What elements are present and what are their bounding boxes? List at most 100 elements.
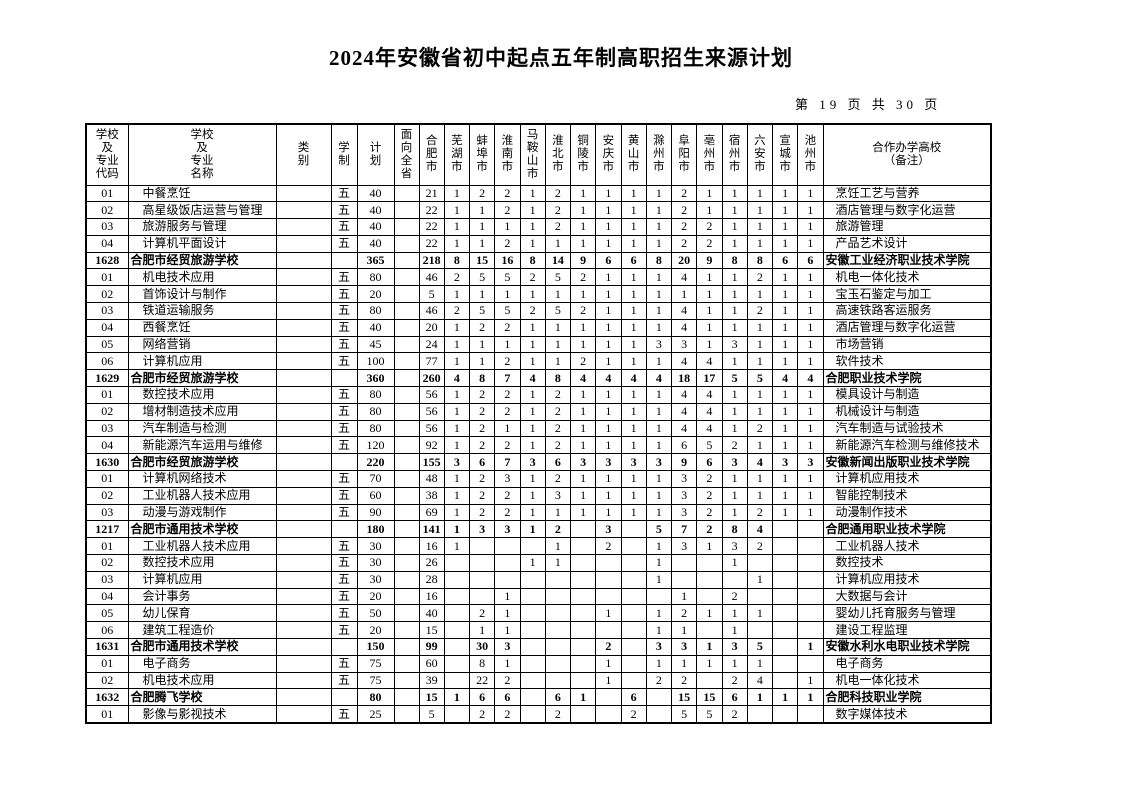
cell-city-count: 3 bbox=[797, 453, 824, 472]
cell-remark: 酒店管理与数字化运营 bbox=[822, 201, 992, 220]
cell-city-count: 1 bbox=[771, 318, 799, 337]
cell-city-count: 1 bbox=[569, 486, 597, 505]
cell-city-count: 6 bbox=[595, 251, 622, 270]
cell-duration: 五 bbox=[330, 654, 358, 673]
column-header-city: 淮 南 市 bbox=[494, 123, 521, 186]
cell-city-count: 22 bbox=[418, 201, 445, 220]
cell-city-count bbox=[620, 621, 647, 640]
cell-city-count: 1 bbox=[443, 386, 471, 404]
cell-city-count: 1 bbox=[746, 654, 774, 673]
cell-city-count: 2 bbox=[670, 201, 698, 220]
cell-city-count: 1 bbox=[721, 302, 748, 320]
cell-city-count: 22 bbox=[418, 234, 445, 253]
cell-city-count: 1 bbox=[797, 218, 824, 236]
cell-remark: 机械设计与制造 bbox=[822, 402, 992, 421]
cell-province-wide bbox=[393, 218, 420, 236]
cell-city-count: 1 bbox=[468, 234, 496, 253]
cell-city-count: 1 bbox=[645, 386, 673, 404]
cell-plan: 80 bbox=[356, 688, 395, 707]
cell-city-count: 1 bbox=[721, 352, 748, 371]
cell-city-count: 3 bbox=[595, 520, 622, 539]
cell-city-count: 56 bbox=[418, 419, 445, 438]
cell-city-count: 1 bbox=[771, 486, 799, 505]
cell-city-count: 1 bbox=[519, 386, 546, 404]
major-row: 01 机电技术应用五 80 46 2 5 5 2 5 2 1 1 1 4 1 1 2 1 1 机电一体化技术 bbox=[85, 268, 992, 287]
cell-city-count bbox=[443, 638, 471, 656]
cell-city-count: 1 bbox=[443, 184, 471, 203]
cell-plan: 30 bbox=[356, 554, 395, 572]
cell-category bbox=[275, 218, 332, 236]
cell-plan: 20 bbox=[356, 587, 395, 606]
cell-city-count: 1 bbox=[645, 184, 673, 203]
cell-city-count: 2 bbox=[544, 201, 572, 220]
cell-city-count: 2 bbox=[468, 436, 496, 455]
cell-city-count: 1 bbox=[721, 604, 748, 623]
cell-city-count: 8 bbox=[746, 251, 774, 270]
cell-city-count: 92 bbox=[418, 436, 445, 455]
cell-city-count: 8 bbox=[468, 654, 496, 673]
cell-city-count: 5 bbox=[494, 268, 521, 287]
cell-name: 机电技术应用 bbox=[127, 268, 277, 287]
cell-city-count: 7 bbox=[494, 369, 521, 388]
cell-plan: 40 bbox=[356, 201, 395, 220]
cell-remark: 旅游管理 bbox=[822, 218, 992, 236]
cell-plan: 80 bbox=[356, 302, 395, 320]
cell-remark: 软件技术 bbox=[822, 352, 992, 371]
cell-category bbox=[275, 470, 332, 488]
cell-remark: 模具设计与制造 bbox=[822, 386, 992, 404]
column-header-city: 黄 山 市 bbox=[620, 123, 647, 186]
cell-code: 04 bbox=[85, 436, 129, 455]
cell-city-count: 1 bbox=[494, 419, 521, 438]
cell-city-count: 2 bbox=[468, 604, 496, 623]
cell-name: 合肥市通用技术学校 bbox=[127, 638, 277, 656]
cell-city-count bbox=[519, 537, 546, 556]
cell-city-count bbox=[544, 638, 572, 656]
cell-city-count: 1 bbox=[746, 688, 774, 707]
cell-city-count: 17 bbox=[696, 369, 723, 388]
cell-city-count: 1 bbox=[696, 201, 723, 220]
cell-city-count: 1 bbox=[620, 419, 647, 438]
cell-code: 1217 bbox=[85, 520, 129, 539]
cell-city-count: 1 bbox=[443, 402, 471, 421]
cell-city-count: 5 bbox=[696, 705, 723, 724]
cell-name: 西餐烹饪 bbox=[127, 318, 277, 337]
cell-city-count: 1 bbox=[771, 402, 799, 421]
cell-city-count: 4 bbox=[595, 369, 622, 388]
cell-name: 网络营销 bbox=[127, 335, 277, 354]
major-row: 01 电子商务五 75 60 8 1 1 1 1 1 1 1 电子商务 bbox=[85, 654, 992, 673]
cell-city-count: 2 bbox=[468, 486, 496, 505]
cell-remark: 大数据与会计 bbox=[822, 587, 992, 606]
cell-city-count: 2 bbox=[696, 520, 723, 539]
cell-remark: 工业机器人技术 bbox=[822, 537, 992, 556]
cell-city-count: 1 bbox=[746, 570, 774, 589]
cell-city-count: 1 bbox=[696, 537, 723, 556]
cell-city-count bbox=[771, 537, 799, 556]
cell-city-count bbox=[519, 621, 546, 640]
cell-city-count: 1 bbox=[468, 621, 496, 640]
cell-city-count: 2 bbox=[721, 671, 748, 690]
cell-code: 01 bbox=[85, 184, 129, 203]
cell-city-count: 2 bbox=[494, 402, 521, 421]
cell-city-count: 2 bbox=[494, 234, 521, 253]
cell-plan: 180 bbox=[356, 520, 395, 539]
cell-city-count: 1 bbox=[746, 285, 774, 304]
cell-code: 04 bbox=[85, 318, 129, 337]
cell-city-count: 8 bbox=[721, 251, 748, 270]
cell-city-count: 1 bbox=[797, 318, 824, 337]
cell-category bbox=[275, 268, 332, 287]
cell-city-count: 1 bbox=[645, 570, 673, 589]
cell-city-count: 1 bbox=[696, 654, 723, 673]
cell-city-count: 1 bbox=[620, 318, 647, 337]
major-row: 03 动漫与游戏制作五 90 69 1 2 2 1 1 1 1 1 1 3 2 1 2 1 1 动漫制作技术 bbox=[85, 503, 992, 522]
cell-city-count: 1 bbox=[595, 402, 622, 421]
cell-city-count: 1 bbox=[721, 621, 748, 640]
cell-remark: 新能源汽车检测与维修技术 bbox=[822, 436, 992, 455]
cell-remark: 安徽水利水电职业技术学院 bbox=[822, 638, 992, 656]
cell-city-count: 1 bbox=[595, 436, 622, 455]
cell-city-count: 1 bbox=[645, 402, 673, 421]
cell-category bbox=[275, 705, 332, 724]
cell-city-count: 1 bbox=[443, 537, 471, 556]
cell-name: 增材制造技术应用 bbox=[127, 402, 277, 421]
cell-duration: 五 bbox=[330, 201, 358, 220]
cell-city-count: 1 bbox=[494, 621, 521, 640]
